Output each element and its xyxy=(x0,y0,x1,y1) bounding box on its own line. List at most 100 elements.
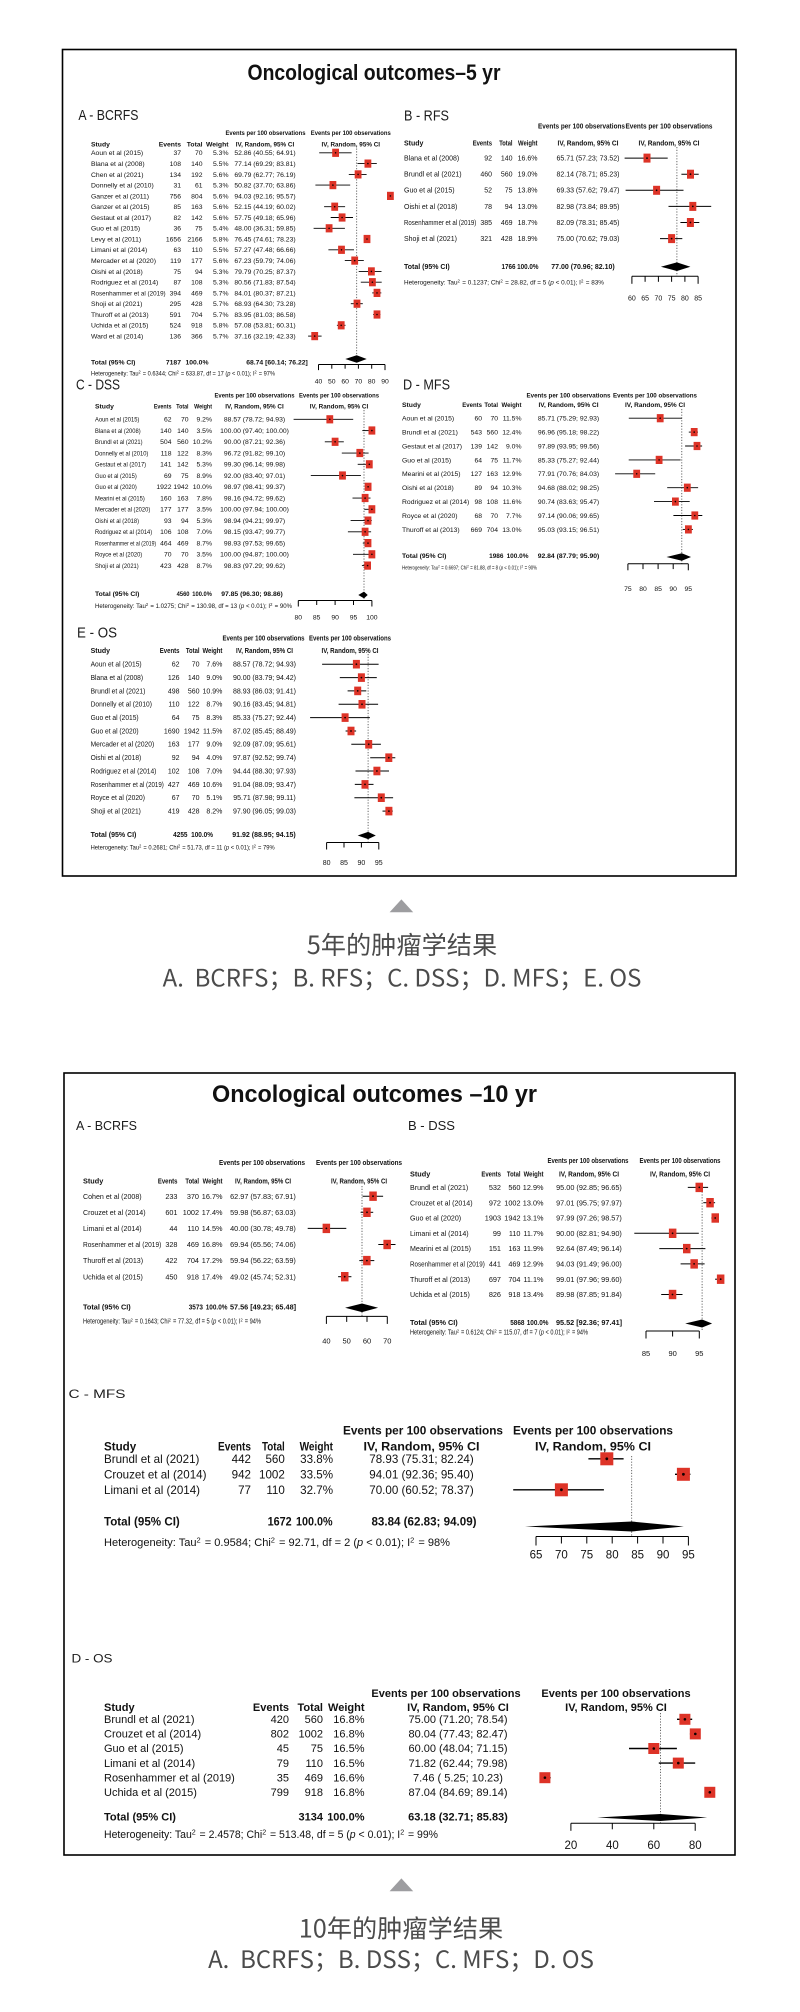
svg-text:96.72 (91.82; 99.10): 96.72 (91.82; 99.10) xyxy=(224,450,285,457)
svg-text:100.0%: 100.0% xyxy=(327,1811,365,1823)
svg-text:B - RFS: B - RFS xyxy=(404,109,449,125)
svg-text:140: 140 xyxy=(160,428,172,435)
svg-text:704: 704 xyxy=(508,1275,520,1284)
svg-text:Uchida et al (2015): Uchida et al (2015) xyxy=(104,1787,197,1799)
svg-text:70: 70 xyxy=(490,416,498,423)
svg-text:918: 918 xyxy=(191,323,203,330)
svg-text:Events per 100 observations: Events per 100 observations xyxy=(316,1158,402,1167)
svg-text:Guo et al (2020): Guo et al (2020) xyxy=(91,728,139,735)
svg-text:9.0%: 9.0% xyxy=(506,443,522,450)
svg-text:Limani et al (2014): Limani et al (2014) xyxy=(91,247,147,254)
svg-text:70: 70 xyxy=(192,795,200,802)
svg-text:64: 64 xyxy=(474,457,482,464)
svg-text:80.56 (71.83; 87.54): 80.56 (71.83; 87.54) xyxy=(234,280,295,287)
svg-text:591: 591 xyxy=(170,312,182,319)
svg-text:75: 75 xyxy=(580,1550,593,1562)
svg-text:5.3%: 5.3% xyxy=(213,150,229,157)
svg-text:Study: Study xyxy=(83,1177,104,1186)
svg-text:75: 75 xyxy=(505,188,513,195)
svg-text:97.99 (97.26; 98.57): 97.99 (97.26; 98.57) xyxy=(556,1214,622,1223)
svg-text:Blana et al (2008): Blana et al (2008) xyxy=(91,161,145,168)
svg-text:94.68 (88.02; 98.25): 94.68 (88.02; 98.25) xyxy=(538,485,599,492)
svg-text:100.0%: 100.0% xyxy=(296,1516,333,1529)
svg-text:79.79 (70.25; 87.37): 79.79 (70.25; 87.37) xyxy=(234,269,295,276)
svg-text:108: 108 xyxy=(177,529,189,536)
svg-text:92: 92 xyxy=(172,755,180,762)
svg-text:88.93 (86.03; 91.41): 88.93 (86.03; 91.41) xyxy=(233,688,296,695)
svg-text:Total (95% CI): Total (95% CI) xyxy=(404,264,450,271)
svg-text:469: 469 xyxy=(187,1240,199,1249)
svg-text:57.08 (53.81; 60.31): 57.08 (53.81; 60.31) xyxy=(234,323,295,330)
svg-text:Events per 100 observations: Events per 100 observations xyxy=(613,393,697,400)
svg-text:IV, Random, 95% CI: IV, Random, 95% CI xyxy=(322,142,381,149)
svg-text:Events per 100 observations: Events per 100 observations xyxy=(513,1425,673,1438)
svg-text:177: 177 xyxy=(188,742,200,749)
svg-text:IV, Random, 95% CI: IV, Random, 95% CI xyxy=(565,1702,667,1714)
svg-text:126: 126 xyxy=(168,675,180,682)
svg-text:70: 70 xyxy=(195,150,203,157)
svg-text:75.00 (71.20; 78.54): 75.00 (71.20; 78.54) xyxy=(408,1714,507,1726)
svg-text:75: 75 xyxy=(192,715,200,722)
svg-text:11.9%: 11.9% xyxy=(523,1244,544,1253)
svg-text:Mercader et al (2020): Mercader et al (2020) xyxy=(91,258,156,265)
svg-text:Rosenhammer et al (2019): Rosenhammer et al (2019) xyxy=(91,290,166,297)
svg-text:95: 95 xyxy=(350,615,358,622)
svg-text:70: 70 xyxy=(490,513,498,520)
svg-text:100: 100 xyxy=(366,615,378,622)
svg-text:141: 141 xyxy=(160,462,172,469)
svg-text:163: 163 xyxy=(508,1244,520,1253)
svg-text:Guo et al (2015): Guo et al (2015) xyxy=(404,188,455,195)
svg-text:IV, Random, 95% CI: IV, Random, 95% CI xyxy=(364,1441,480,1454)
svg-text:A - BCRFS: A - BCRFS xyxy=(78,108,138,124)
svg-text:Total: Total xyxy=(298,1702,323,1714)
svg-text:97.01 (95.75; 97.97): 97.01 (95.75; 97.97) xyxy=(556,1198,622,1207)
svg-text:88.57 (78.72; 94.93): 88.57 (78.72; 94.93) xyxy=(233,662,296,669)
svg-text:1002: 1002 xyxy=(299,1729,323,1741)
svg-text:75: 75 xyxy=(311,1743,323,1755)
svg-text:31: 31 xyxy=(173,183,181,190)
svg-text:65.71 (57.23; 73.52): 65.71 (57.23; 73.52) xyxy=(556,156,619,163)
svg-text:Total (95% CI): Total (95% CI) xyxy=(402,553,446,560)
svg-text:Events: Events xyxy=(462,402,482,409)
svg-text:Cohen et al (2008): Cohen et al (2008) xyxy=(83,1192,142,1201)
svg-text:Oishi et al (2018): Oishi et al (2018) xyxy=(404,204,457,211)
svg-text:428: 428 xyxy=(177,563,189,570)
svg-text:Events per 100 observations: Events per 100 observations xyxy=(548,1156,629,1165)
svg-text:Mearini et al (2015): Mearini et al (2015) xyxy=(95,495,145,502)
svg-text:70: 70 xyxy=(383,1337,391,1346)
svg-text:Heterogeneity: Tau2 = 0.6344;: Heterogeneity: Tau2 = 0.6344; Chi2 = 633… xyxy=(91,369,275,377)
svg-text:17.4%: 17.4% xyxy=(202,1272,223,1281)
svg-text:Weight: Weight xyxy=(203,1177,223,1186)
svg-text:Heterogeneity: Tau2 = 0.9584;: Heterogeneity: Tau2 = 0.9584; Chi2 = 92.… xyxy=(104,1535,450,1549)
svg-text:1766: 1766 xyxy=(501,264,515,271)
svg-text:5.3%: 5.3% xyxy=(197,462,213,469)
svg-text:36: 36 xyxy=(173,226,181,233)
svg-text:1942: 1942 xyxy=(504,1214,520,1223)
svg-text:7.8%: 7.8% xyxy=(197,495,213,502)
svg-text:Events per 100 observations: Events per 100 observations xyxy=(371,1688,520,1700)
svg-text:802: 802 xyxy=(271,1729,289,1741)
svg-text:Crouzet et al (2014): Crouzet et al (2014) xyxy=(104,1468,207,1481)
svg-text:5.6%: 5.6% xyxy=(213,215,229,222)
svg-text:75: 75 xyxy=(173,269,181,276)
svg-text:Aoun et al (2015): Aoun et al (2015) xyxy=(91,662,142,669)
svg-text:Weight: Weight xyxy=(202,648,223,655)
svg-text:85.33 (75.27; 92.44): 85.33 (75.27; 92.44) xyxy=(233,715,296,722)
svg-text:Total (95% CI): Total (95% CI) xyxy=(104,1811,176,1823)
svg-text:756: 756 xyxy=(170,193,182,200)
svg-text:95: 95 xyxy=(685,586,693,593)
svg-text:12.4%: 12.4% xyxy=(502,430,521,437)
svg-text:5.8%: 5.8% xyxy=(213,323,229,330)
svg-text:94: 94 xyxy=(192,755,200,762)
svg-text:Heterogeneity: Tau2 = 2.4578;: Heterogeneity: Tau2 = 2.4578; Chi2 = 513… xyxy=(104,1827,438,1841)
svg-text:4.0%: 4.0% xyxy=(206,755,222,762)
svg-text:83.84 (62.83; 94.09): 83.84 (62.83; 94.09) xyxy=(371,1516,476,1529)
svg-text:Aoun et al (2015): Aoun et al (2015) xyxy=(91,150,143,157)
svg-text:122: 122 xyxy=(177,450,189,457)
svg-text:100.00 (97.40; 100.00): 100.00 (97.40; 100.00) xyxy=(220,428,289,435)
svg-text:Rosenhammer et al (2019): Rosenhammer et al (2019) xyxy=(404,220,476,227)
svg-text:60.00 (48.04; 71.15): 60.00 (48.04; 71.15) xyxy=(408,1743,507,1755)
svg-text:192: 192 xyxy=(191,172,203,179)
svg-text:1002: 1002 xyxy=(504,1198,520,1207)
svg-text:90.00 (87.21; 92.36): 90.00 (87.21; 92.36) xyxy=(224,439,285,446)
